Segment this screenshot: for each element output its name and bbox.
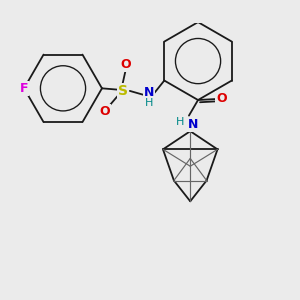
Text: F: F: [20, 82, 28, 95]
Text: O: O: [120, 58, 130, 71]
Text: H: H: [176, 117, 184, 127]
Text: H: H: [145, 98, 154, 108]
Text: N: N: [144, 86, 154, 99]
Text: O: O: [99, 105, 110, 118]
Text: N: N: [188, 118, 198, 131]
Text: S: S: [118, 84, 128, 98]
Text: O: O: [216, 92, 227, 105]
